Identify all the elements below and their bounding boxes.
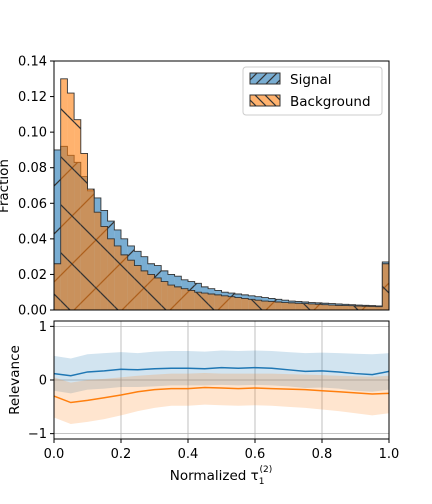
legend-item-background: Background <box>249 94 371 110</box>
histogram-bar-hatch-background <box>328 305 336 310</box>
relevance-series-signal <box>54 350 389 394</box>
legend-label-background: Background <box>290 94 371 110</box>
x-tick-label: 0.6 <box>245 447 266 462</box>
histogram-bar-hatch-background <box>241 298 249 310</box>
histogram-y-tick-label: 0.14 <box>18 55 47 70</box>
x-tick-label: 0.2 <box>111 447 132 462</box>
histogram-bar-hatch-background <box>121 254 128 310</box>
histogram-bar-hatch-background <box>161 281 168 310</box>
histogram-y-tick-label: 0.04 <box>18 232 47 247</box>
relevance-y-tick-label: 1 <box>39 320 47 335</box>
histogram-bar-hatch-background <box>348 305 356 310</box>
histogram-bar-hatch-background <box>127 260 135 310</box>
histogram-bar-hatch-background <box>80 153 88 310</box>
histogram-bar-hatch-background <box>335 305 343 310</box>
histogram-bar-hatch-background <box>60 78 68 310</box>
histogram-series-background <box>54 78 389 310</box>
histogram-bar-hatch-background <box>67 93 75 310</box>
x-axis-label: Normalized τ1 (2) <box>170 465 272 487</box>
histogram-bar-hatch-background <box>107 238 115 310</box>
histogram-bar-hatch-background <box>74 119 81 310</box>
x-axis-label-subscript: 1 <box>259 477 265 487</box>
histogram-bar-hatch-background <box>188 290 195 310</box>
histogram-bar-hatch-background <box>141 270 148 310</box>
relevance-band-background <box>54 373 389 424</box>
histogram-bar-hatch-background <box>114 245 121 310</box>
histogram-bar-hatch-background <box>87 189 95 310</box>
x-tick-label: 1.0 <box>379 447 400 462</box>
relevance-y-ticks: −1 0 1 <box>28 320 54 442</box>
histogram-bar-hatch-background <box>54 263 61 310</box>
relevance-y-tick-label: 0 <box>39 374 47 389</box>
relevance-mean-line-background <box>54 386 389 404</box>
histogram-y-tick-label: 0.02 <box>18 268 47 283</box>
x-tick-label: 0.0 <box>44 447 65 462</box>
histogram-bar-hatch-background <box>201 293 209 310</box>
histogram-y-tick-label: 0.10 <box>18 126 47 141</box>
legend-label-signal: Signal <box>290 72 331 88</box>
histogram-outline-background <box>54 78 389 310</box>
histogram-y-ticks: 0.00 0.02 0.04 0.06 0.08 0.10 0.12 0.14 <box>18 55 54 319</box>
histogram-bar-hatch-background <box>228 296 235 310</box>
histogram-bar-hatch-background <box>295 303 302 310</box>
histogram-bar-hatch-background <box>301 303 309 310</box>
histogram-y-tick-label: 0.08 <box>18 161 47 176</box>
histogram-bar-hatch-background <box>308 303 316 310</box>
histogram-bar-hatch-background <box>322 304 329 310</box>
histogram-bar-hatch-background <box>255 300 262 310</box>
histogram-bar-hatch-background <box>288 302 296 310</box>
histogram-bar-hatch-background <box>100 226 108 310</box>
relevance-band-signal <box>54 350 389 394</box>
histogram-bar-hatch-background <box>315 304 322 310</box>
histogram-bar-hatch-background <box>342 305 349 310</box>
histogram-bar-hatch-background <box>147 274 155 310</box>
histogram-bar-hatch-background <box>362 306 369 310</box>
histogram-bar-hatch-background <box>261 301 269 310</box>
x-tick-label: 0.8 <box>312 447 333 462</box>
histogram-bar-hatch-background <box>181 288 188 310</box>
histogram-bar-hatch-background <box>275 301 282 310</box>
histogram-bar-hatch-background <box>134 265 142 310</box>
relevance-panel: −1 0 1 0.0 0.2 0.4 0.6 0.8 1.0 Relevance Normal… <box>7 320 399 487</box>
relevance-y-axis-label: Relevance <box>7 345 23 415</box>
histogram-bar-hatch-signal <box>54 149 61 310</box>
histogram-panel: 0.00 0.02 0.04 0.06 0.08 0.10 0.12 0.14 Fractio… <box>0 55 390 319</box>
legend-item-signal: Signal <box>249 72 331 88</box>
relevance-y-tick-label: −1 <box>28 427 47 442</box>
histogram-bar-hatch-background <box>234 297 242 310</box>
histogram-bars <box>54 78 389 310</box>
histogram-y-tick-label: 0.12 <box>18 90 47 105</box>
histogram-bar-hatch-background <box>214 294 222 310</box>
histogram-bar-hatch-background <box>154 277 162 310</box>
histogram-bar-hatch-background <box>268 301 276 310</box>
relevance-series <box>54 350 389 424</box>
x-tick-label: 0.4 <box>178 447 199 462</box>
histogram-bar-hatch-background <box>281 302 289 310</box>
histogram-y-axis-label: Fraction <box>0 159 12 213</box>
relevance-series-background <box>54 373 389 424</box>
legend: Signal Background <box>242 66 383 116</box>
histogram-bar-hatch-background <box>208 293 215 310</box>
histogram-bar-hatch-background <box>368 306 376 310</box>
histogram-bar-hatch-background <box>248 299 255 310</box>
histogram-bar-hatch-background <box>375 306 383 310</box>
histogram-y-tick-label: 0.00 <box>18 304 47 319</box>
histogram-bar-hatch-background <box>382 263 389 310</box>
histogram-bar-hatch-background <box>174 286 182 310</box>
histogram-y-tick-label: 0.06 <box>18 197 47 212</box>
histogram-bar-hatch-background <box>355 306 363 310</box>
relevance-x-ticks: 0.0 0.2 0.4 0.6 0.8 1.0 <box>44 439 400 462</box>
histogram-bar-hatch-background <box>167 285 175 310</box>
legend-swatch-signal-hatch <box>249 72 281 85</box>
histogram-axes-frame <box>53 60 390 311</box>
x-axis-label-superscript: (2) <box>259 465 272 475</box>
legend-swatch-background-hatch <box>249 94 281 107</box>
relevance-mean-line-signal <box>54 366 389 377</box>
histogram-bar-hatch-background <box>94 212 101 310</box>
x-axis-label-main: Normalized τ <box>170 468 259 484</box>
histogram-outline-signal <box>54 145 389 310</box>
histogram-bar-hatch-background <box>221 295 229 310</box>
histogram-bar-hatch-background <box>194 292 202 310</box>
